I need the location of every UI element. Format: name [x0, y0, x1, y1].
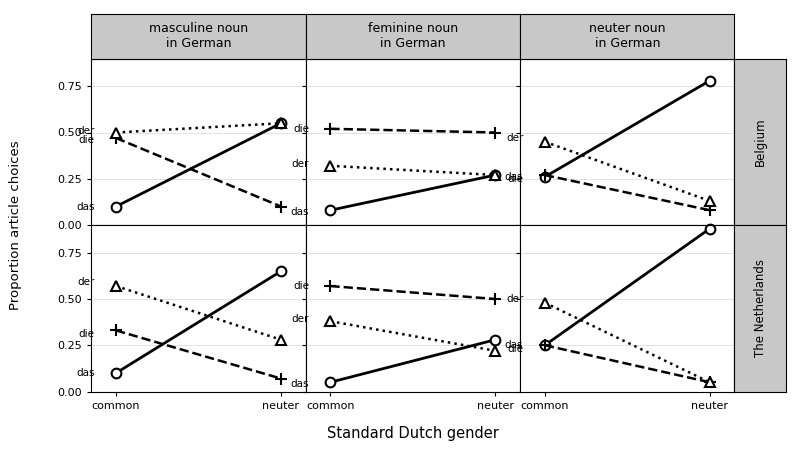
Text: der: der — [77, 126, 94, 135]
Text: die: die — [293, 281, 309, 291]
Text: die: die — [79, 135, 94, 145]
Text: die: die — [293, 124, 309, 134]
Text: die: die — [507, 174, 523, 184]
Text: The Netherlands: The Netherlands — [754, 259, 767, 357]
Text: das: das — [505, 340, 523, 350]
Text: Proportion article choices: Proportion article choices — [10, 140, 22, 310]
Text: das: das — [76, 202, 94, 211]
Text: der: der — [291, 315, 309, 324]
Text: Belgium: Belgium — [754, 117, 767, 166]
Text: der: der — [77, 277, 94, 288]
Text: die: die — [79, 329, 94, 339]
Text: das: das — [291, 207, 309, 217]
Text: Standard Dutch gender: Standard Dutch gender — [327, 426, 499, 441]
Text: das: das — [505, 172, 523, 182]
Text: feminine noun
in German: feminine noun in German — [368, 22, 458, 50]
Text: der: der — [506, 294, 523, 304]
Text: das: das — [291, 379, 309, 389]
Text: die: die — [507, 344, 523, 354]
Text: der: der — [506, 133, 523, 143]
Text: masculine noun
in German: masculine noun in German — [149, 22, 248, 50]
Text: der: der — [291, 159, 309, 169]
Text: neuter noun
in German: neuter noun in German — [589, 22, 665, 50]
Text: das: das — [76, 368, 94, 378]
